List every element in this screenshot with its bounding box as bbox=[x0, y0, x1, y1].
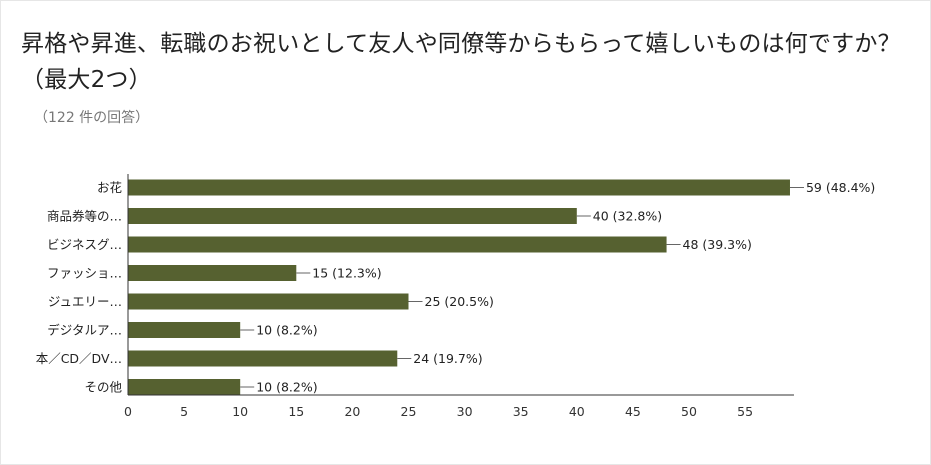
category-label: ビジネスグ… bbox=[47, 237, 122, 252]
category-label: デジタルア… bbox=[47, 323, 122, 338]
category-label: 本／CD／DV… bbox=[36, 351, 122, 366]
x-tick-label: 50 bbox=[681, 404, 697, 419]
category-label: ファッショ… bbox=[47, 266, 122, 281]
data-label: 10 (8.2%) bbox=[256, 380, 317, 395]
x-tick-label: 40 bbox=[569, 404, 585, 419]
bar[interactable] bbox=[128, 350, 398, 367]
x-tick-label: 35 bbox=[513, 404, 529, 419]
bar[interactable] bbox=[128, 179, 790, 196]
x-tick-label: 55 bbox=[737, 404, 753, 419]
data-label: 25 (20.5%) bbox=[425, 294, 494, 309]
data-label: 15 (12.3%) bbox=[312, 266, 381, 281]
x-tick-label: 30 bbox=[457, 404, 473, 419]
question-title: 昇格や昇進、転職のお祝いとして友人や同僚等からもらって嬉しいものは何ですか？（最… bbox=[21, 31, 901, 93]
x-tick-label: 20 bbox=[344, 404, 360, 419]
response-count: （122 件の回答） bbox=[34, 110, 150, 126]
bar[interactable] bbox=[128, 208, 577, 224]
x-tick-label: 0 bbox=[124, 404, 132, 419]
x-tick-label: 5 bbox=[180, 404, 188, 419]
data-label: 40 (32.8%) bbox=[593, 209, 662, 224]
data-label: 59 (48.4%) bbox=[806, 180, 875, 195]
x-tick-label: 45 bbox=[625, 404, 641, 419]
bar[interactable] bbox=[128, 379, 241, 395]
data-label: 10 (8.2%) bbox=[256, 323, 317, 338]
bar[interactable] bbox=[128, 322, 241, 338]
x-tick-label: 15 bbox=[288, 404, 304, 419]
axis-layer: 0 5 10 15 20 25 30 35 40 45 50 55 bbox=[124, 174, 794, 419]
bars-layer bbox=[128, 179, 790, 395]
labels-layer: お花 59 (48.4%) 商品券等の… 40 (32.8%) ビジネスグ… 48 (39… bbox=[36, 180, 876, 395]
bar[interactable] bbox=[128, 265, 297, 281]
category-label: お花 bbox=[97, 180, 122, 195]
category-label: 商品券等の… bbox=[47, 209, 122, 224]
data-label: 24 (19.7%) bbox=[413, 351, 482, 366]
x-tick-label: 25 bbox=[401, 404, 417, 419]
category-label: ジュエリー… bbox=[48, 294, 122, 309]
category-label: その他 bbox=[84, 380, 122, 395]
bar[interactable] bbox=[128, 293, 409, 310]
bar[interactable] bbox=[128, 236, 667, 253]
x-tick-label: 10 bbox=[232, 404, 248, 419]
data-label: 48 (39.3%) bbox=[683, 237, 752, 252]
